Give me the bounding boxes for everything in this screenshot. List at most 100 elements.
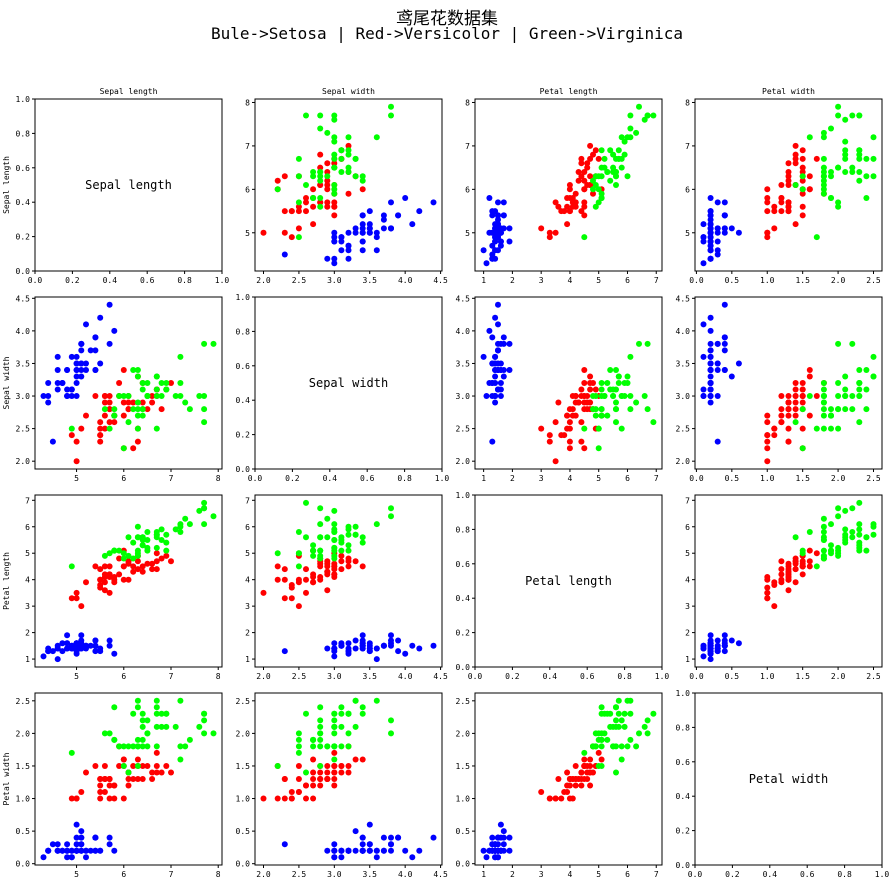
panel-2-0-point-62 (120, 576, 127, 583)
panel-1-3-point-104 (849, 393, 856, 399)
panel-1-2-point-63 (587, 399, 594, 406)
panel-1-0-point-135 (201, 393, 208, 399)
panel-0-1-point-90 (303, 208, 309, 215)
panel-2-1-point-117 (388, 505, 394, 512)
panel-0-3-point-58 (785, 160, 792, 167)
panel-3-1-point-119 (274, 763, 281, 769)
panel-3-0-ytick-label: 2.5 (16, 697, 31, 706)
panel-3-1-point-50 (345, 769, 352, 776)
panel-2-3-point-111 (828, 542, 834, 549)
panel-1-0-point-136 (134, 367, 141, 373)
panel-1-0-point-10 (92, 347, 99, 354)
panel-3-1-point-51 (345, 763, 352, 769)
panel-1-3-point-126 (820, 406, 827, 413)
panel-3-3-ytick-label: 0.2 (676, 827, 691, 836)
panel-3-1-point-76 (317, 769, 324, 776)
panel-1-3-point-50 (792, 380, 799, 386)
panel-1-0-point-69 (101, 425, 108, 432)
panel-1-2-point-149 (598, 393, 605, 399)
panel-0-2-point-134 (613, 182, 619, 188)
panel-2-1-point-56 (352, 558, 359, 565)
panel-3-3-ytick-label: 0.4 (676, 792, 691, 801)
panel-2-1-xtick-label: 4.0 (398, 672, 413, 681)
panel-2-0-point-122 (201, 505, 208, 512)
panel-0-3-point-139 (842, 147, 849, 154)
panel-0-2-point-135 (627, 112, 634, 119)
panel-2-0-point-29 (59, 640, 66, 647)
panel-1-2-ytick-label: 4.5 (456, 294, 471, 303)
panel-2-1-point-13 (331, 653, 338, 660)
panel-2-3-xtick-label: 1.0 (760, 672, 775, 681)
panel-2-3-point-148 (856, 539, 863, 546)
panel-0-1-xtick-label: 4.0 (398, 276, 413, 285)
panel-1-3-xtick-label: 0.0 (689, 474, 704, 483)
panel-2-3-ytick-label: 1 (685, 655, 690, 664)
panel-2-3-point-99 (785, 574, 792, 580)
panel-3-2-point-130 (627, 736, 634, 743)
panel-1-0-xtick-label: 8 (216, 474, 221, 483)
panel-0-1-ytick-label: 6 (245, 185, 250, 194)
panel-3-0-point-26 (73, 834, 80, 841)
panel-3-0-point-87 (134, 776, 141, 782)
panel-3-0-point-67 (111, 795, 118, 802)
panel-2-2-xtick-label: 0.4 (543, 672, 558, 681)
panel-0-2-point-118 (650, 112, 657, 119)
panel-1-2-point-122 (644, 406, 651, 413)
panel-0-1-point-74 (324, 169, 331, 175)
panel-0-1-point-47 (345, 247, 352, 254)
panel-3-0-point-126 (130, 743, 137, 750)
panel-0-1-point-1 (331, 234, 338, 241)
panel-0-3-point-125 (820, 134, 827, 141)
panel-3-1-point-46 (388, 847, 394, 854)
panel-3-0-point-131 (210, 730, 217, 737)
panel-3-1-ytick-label: 1.5 (236, 762, 251, 771)
panel-2-2-xtick-label: 0.0 (468, 672, 483, 681)
panel-0-1-point-111 (310, 169, 317, 175)
panel-1-2-point-89 (566, 425, 573, 432)
panel-1-0-point-131 (210, 340, 217, 347)
panel-3-3-ytick-label: 0.8 (676, 723, 691, 732)
panel-1-0-point-133 (134, 406, 141, 413)
panel-0-2-point-138 (590, 186, 596, 193)
panel-2-1-point-63 (324, 558, 331, 565)
panel-2-1-point-107 (324, 515, 331, 522)
panel-1-2-point-68 (581, 445, 588, 452)
panel-2-1-point-14 (402, 650, 409, 657)
panel-3-2-point-77 (595, 749, 602, 756)
panel-1-2-point-16 (489, 334, 496, 341)
panel-2-2-ytick-label: 0.0 (456, 663, 471, 672)
panel-1-2-point-144 (615, 373, 622, 380)
panel-2-1-point-109 (373, 521, 380, 528)
panel-1-0-point-76 (158, 406, 165, 413)
panel-1-2-point-131 (636, 340, 642, 347)
panel-1-1-xtick-label: 0.8 (397, 474, 412, 483)
panel-3-0-point-119 (120, 763, 127, 769)
panel-3-1-xtick-label: 2.0 (256, 870, 271, 879)
panel-0-3-point-108 (820, 155, 827, 162)
panel-0-2-point-142 (598, 195, 605, 201)
panel-1-2-point-106 (581, 425, 588, 432)
panel-0-1-point-6 (359, 247, 366, 254)
panel-0-3-xtick-label: 1.5 (795, 276, 810, 285)
panel-1-3-point-122 (835, 406, 842, 413)
panel-0-2-point-147 (601, 164, 608, 171)
panel-3-0-ytick-label: 1.0 (16, 795, 31, 804)
panel-2-1-point-119 (274, 550, 281, 557)
panel-3-0-point-124 (153, 723, 160, 730)
panel-1-3-point-110 (835, 380, 842, 386)
panel-2-0-point-64 (101, 587, 108, 594)
panel-3-1-point-86 (338, 763, 345, 769)
panel-3-0-point-89 (97, 776, 104, 782)
panel-2-1-point-32 (409, 642, 416, 649)
panel-3-1-point-82 (310, 782, 317, 789)
panel-3-1-point-142 (310, 736, 317, 743)
panel-1-3-point-40 (714, 360, 721, 367)
panel-3-2-point-75 (578, 769, 585, 776)
panel-0-3-point-13 (700, 260, 707, 267)
panel-1-0-point-24 (64, 367, 71, 373)
panel-0-3-point-128 (842, 169, 849, 175)
panel-3-1-point-21 (380, 834, 387, 841)
panel-0-2-point-126 (590, 177, 596, 184)
panel-0-3-point-146 (828, 173, 834, 180)
figure-subtitle: Bule->Setosa | Red->Versicolor | Green->… (210, 24, 683, 43)
